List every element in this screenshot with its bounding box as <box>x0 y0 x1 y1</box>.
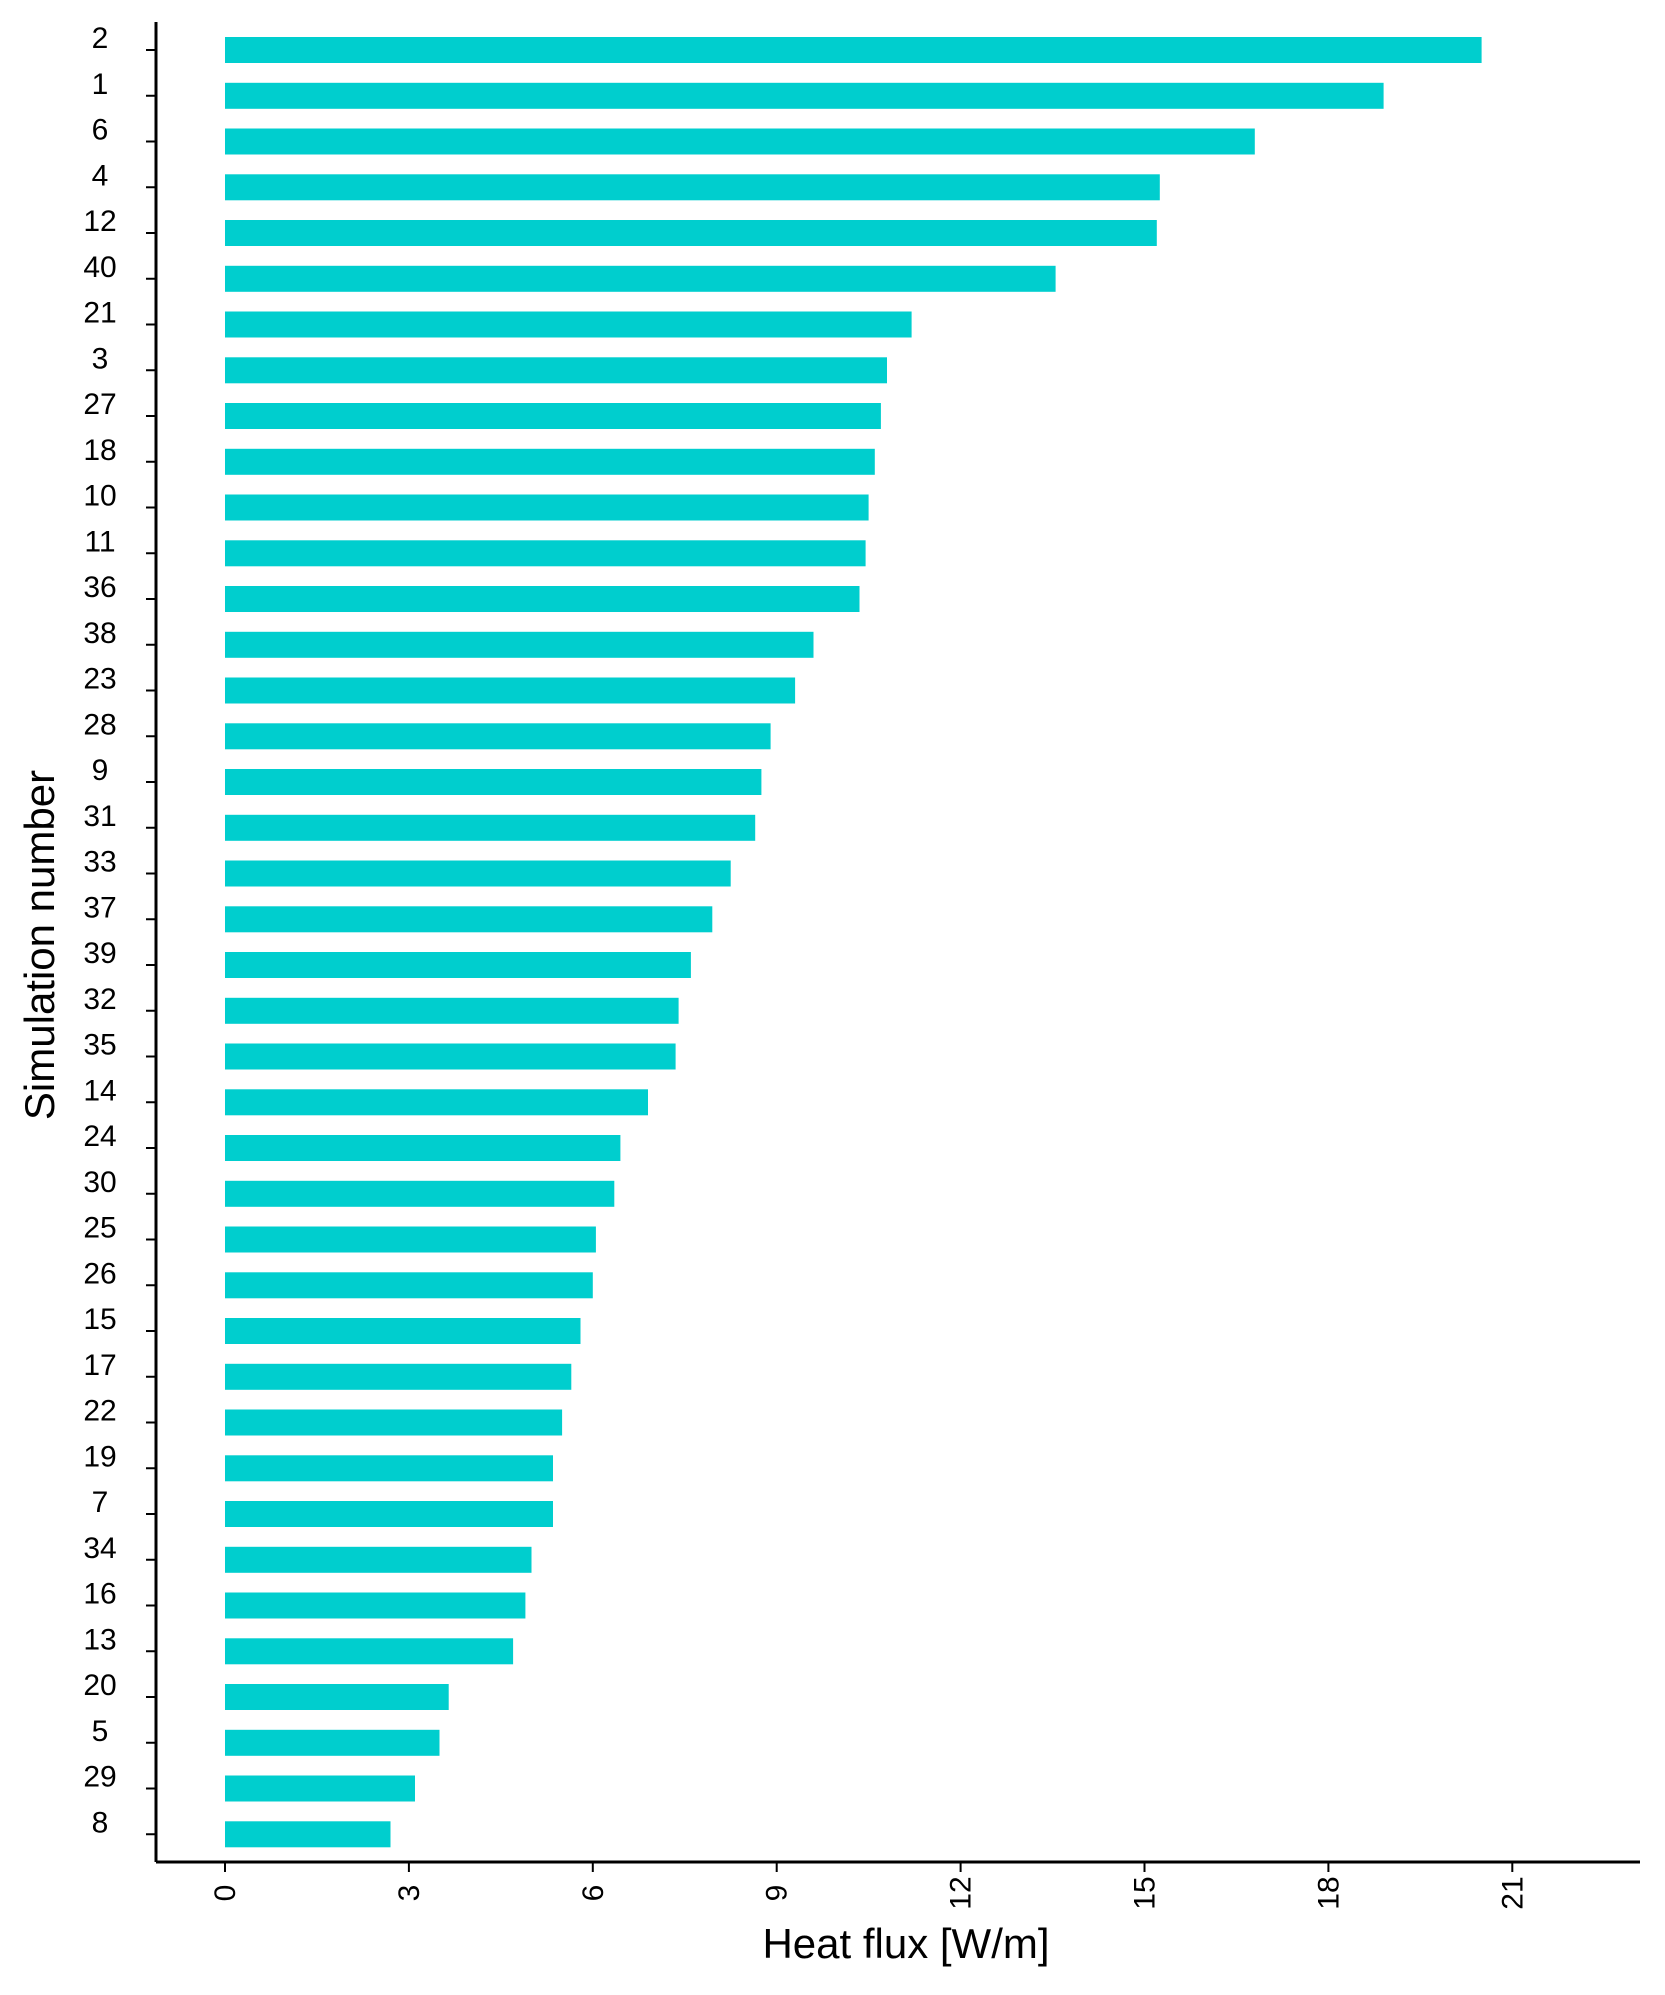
bar-sim-13 <box>225 1638 514 1665</box>
bar-sim-14 <box>225 1089 648 1116</box>
bar-sim-34 <box>225 1546 532 1573</box>
bar-sim-2 <box>225 37 1482 63</box>
bar-sim-20 <box>225 1684 449 1710</box>
x-tick-label: 21 <box>1496 1876 1529 1909</box>
bar-sim-22 <box>225 1409 563 1436</box>
bar-sim-15 <box>225 1318 581 1344</box>
y-tick-label: 22 <box>83 1395 116 1428</box>
bar-sim-31 <box>225 814 756 841</box>
y-axis-ticks: 2164124021327181011363823289313337393235… <box>83 22 156 1839</box>
bar-sim-35 <box>225 1043 676 1070</box>
y-tick-label: 12 <box>83 205 116 238</box>
y-tick-label: 4 <box>92 159 109 192</box>
bar-sim-18 <box>225 448 875 475</box>
x-axis-title: Heat flux [W/m] <box>762 1920 1049 1967</box>
bar-sim-4 <box>225 174 1160 201</box>
y-tick-label: 5 <box>92 1715 109 1748</box>
x-tick-label: 18 <box>1312 1876 1345 1909</box>
bar-sim-7 <box>225 1501 553 1527</box>
y-tick-label: 37 <box>83 891 116 924</box>
x-tick-label: 15 <box>1129 1876 1162 1909</box>
bar-sim-37 <box>225 906 713 933</box>
bar-sim-17 <box>225 1363 572 1390</box>
bar-sim-28 <box>225 723 771 750</box>
bar-sim-24 <box>225 1135 621 1161</box>
y-tick-label: 9 <box>92 754 109 787</box>
y-tick-label: 20 <box>83 1669 116 1702</box>
bar-sim-12 <box>225 220 1157 246</box>
y-tick-label: 34 <box>83 1532 116 1565</box>
y-tick-label: 17 <box>83 1349 116 1382</box>
bar-sim-8 <box>225 1821 391 1848</box>
y-tick-label: 30 <box>83 1166 116 1199</box>
bar-sim-3 <box>225 357 887 384</box>
y-tick-label: 15 <box>83 1303 116 1336</box>
bar-sim-36 <box>225 586 860 612</box>
bar-sim-10 <box>225 494 869 521</box>
y-tick-label: 14 <box>83 1074 116 1107</box>
x-tick-label: 9 <box>761 1885 794 1902</box>
y-tick-label: 2 <box>92 22 109 55</box>
y-tick-label: 19 <box>83 1440 116 1473</box>
y-tick-label: 1 <box>92 68 109 101</box>
bar-sim-11 <box>225 540 866 567</box>
x-tick-label: 3 <box>393 1885 426 1902</box>
bar-sim-32 <box>225 997 679 1024</box>
x-tick-label: 6 <box>577 1885 610 1902</box>
y-tick-label: 39 <box>83 937 116 970</box>
y-tick-label: 8 <box>92 1806 109 1839</box>
x-tick-label: 12 <box>945 1876 978 1909</box>
bar-sim-39 <box>225 952 691 978</box>
y-tick-label: 31 <box>83 800 116 833</box>
bar-sim-23 <box>225 677 796 704</box>
y-tick-label: 35 <box>83 1029 116 1062</box>
y-tick-label: 25 <box>83 1212 116 1245</box>
bar-sim-26 <box>225 1272 593 1299</box>
y-tick-label: 26 <box>83 1257 116 1290</box>
bar-sim-38 <box>225 631 814 658</box>
bar-sim-40 <box>225 265 1056 292</box>
y-tick-label: 21 <box>83 297 116 330</box>
y-tick-label: 23 <box>83 663 116 696</box>
bars-group <box>225 37 1482 1848</box>
bar-sim-25 <box>225 1226 596 1253</box>
y-tick-label: 29 <box>83 1761 116 1794</box>
y-tick-label: 11 <box>84 525 115 558</box>
y-tick-label: 16 <box>83 1578 116 1611</box>
y-tick-label: 7 <box>92 1486 109 1519</box>
bar-sim-9 <box>225 769 762 795</box>
y-tick-label: 33 <box>83 846 116 879</box>
y-tick-label: 3 <box>92 342 109 375</box>
y-tick-label: 10 <box>83 480 116 513</box>
y-tick-label: 40 <box>83 251 116 284</box>
y-tick-label: 28 <box>83 708 116 741</box>
bar-sim-16 <box>225 1592 526 1619</box>
bar-sim-6 <box>225 128 1255 155</box>
y-tick-label: 32 <box>83 983 116 1016</box>
y-tick-label: 13 <box>83 1623 116 1656</box>
x-tick-label: 0 <box>209 1885 242 1902</box>
bar-sim-1 <box>225 82 1384 109</box>
bar-sim-27 <box>225 403 881 429</box>
y-axis-title: Simulation number <box>16 770 63 1120</box>
y-tick-label: 38 <box>83 617 116 650</box>
bar-sim-19 <box>225 1455 553 1482</box>
y-tick-label: 24 <box>83 1120 116 1153</box>
bar-sim-5 <box>225 1729 440 1756</box>
y-tick-label: 18 <box>83 434 116 467</box>
y-tick-label: 27 <box>83 388 116 421</box>
y-tick-label: 6 <box>92 114 109 147</box>
bar-sim-30 <box>225 1180 615 1207</box>
bar-sim-29 <box>225 1775 415 1802</box>
y-tick-label: 36 <box>83 571 116 604</box>
bar-sim-33 <box>225 860 731 887</box>
x-axis-ticks: 0 3 6 9 12 15 18 21 <box>209 1862 1529 1910</box>
bar-sim-21 <box>225 311 912 338</box>
